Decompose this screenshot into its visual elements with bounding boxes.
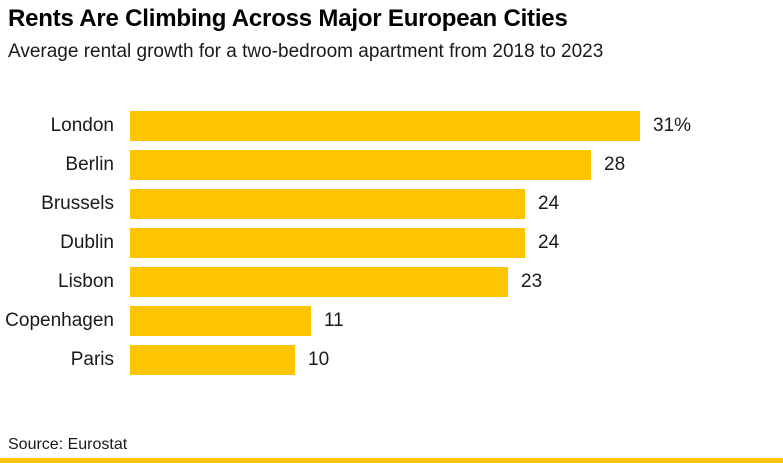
chart-subtitle: Average rental growth for a two-bedroom … xyxy=(8,41,604,62)
value-label: 23 xyxy=(521,271,543,292)
category-label: Paris xyxy=(70,349,114,370)
value-label: 24 xyxy=(538,232,560,253)
category-label: Copenhagen xyxy=(5,310,114,331)
bar-row: Dublin 24 xyxy=(0,228,783,258)
bar-track: 23 xyxy=(130,267,783,297)
category-label: Berlin xyxy=(65,154,114,175)
bar-chart: London 31% Berlin 28 Brussels 24 Dublin 24 Lisbo… xyxy=(0,111,783,375)
source-note: Source: Eurostat xyxy=(8,436,128,453)
bar-row: Berlin 28 xyxy=(0,150,783,180)
bar-track: 10 xyxy=(130,345,783,375)
bar-row: Lisbon 23 xyxy=(0,267,783,297)
bar xyxy=(130,111,640,141)
bar xyxy=(130,189,525,219)
bar-track: 24 xyxy=(130,228,783,258)
bar-track: 24 xyxy=(130,189,783,219)
bar-row: Copenhagen 11 xyxy=(0,306,783,336)
bar xyxy=(130,345,295,375)
bar-track: 28 xyxy=(130,150,783,180)
category-label: Dublin xyxy=(60,232,114,253)
value-label: 10 xyxy=(308,349,330,370)
bar-row: London 31% xyxy=(0,111,783,141)
category-label: London xyxy=(50,115,114,136)
category-label: Lisbon xyxy=(58,271,114,292)
value-label: 11 xyxy=(324,310,344,331)
bar xyxy=(130,306,311,336)
bar-row: Paris 10 xyxy=(0,345,783,375)
category-label: Brussels xyxy=(41,193,114,214)
bar-row: Brussels 24 xyxy=(0,189,783,219)
bar xyxy=(130,228,525,258)
bar-track: 11 xyxy=(130,306,783,336)
chart-header: Rents Are Climbing Across Major European… xyxy=(8,4,775,64)
bar xyxy=(130,267,508,297)
chart-title: Rents Are Climbing Across Major European… xyxy=(8,5,568,32)
bar xyxy=(130,150,591,180)
value-label: 24 xyxy=(538,193,560,214)
accent-bottom-stripe xyxy=(0,458,783,463)
value-label: 31% xyxy=(653,115,692,136)
value-label: 28 xyxy=(604,154,626,175)
bar-track: 31% xyxy=(130,111,783,141)
